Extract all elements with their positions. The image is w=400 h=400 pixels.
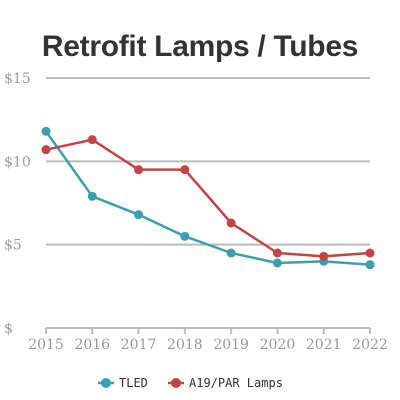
x-axis-tick-labels: 2015 2016 2017 2018 2019 2020 2021 2022 [28, 337, 388, 353]
data-point [87, 191, 97, 201]
y-tick-label: $10 [4, 154, 31, 170]
x-tick-label: 2021 [306, 337, 342, 353]
legend: TLED A19/PAR Lamps [98, 376, 283, 390]
series-points [41, 126, 375, 270]
x-tick-label: 2016 [74, 337, 110, 353]
x-tick-label: 2017 [121, 337, 157, 353]
y-axis-tick-labels: $ $5 $10 $15 [4, 71, 31, 337]
legend-marker [98, 378, 114, 388]
y-tick-label: $15 [4, 71, 31, 87]
data-point [180, 165, 190, 175]
legend-label[interactable]: A19/PAR Lamps [189, 376, 283, 390]
legend-marker [168, 378, 184, 388]
data-point [87, 135, 97, 145]
x-tick-label: 2019 [213, 337, 249, 353]
series-lines [44, 130, 371, 266]
data-point [365, 248, 375, 258]
data-point [226, 248, 236, 258]
data-point [180, 231, 190, 241]
data-point [41, 145, 51, 155]
series-line-0 [44, 130, 371, 266]
legend-label[interactable]: TLED [119, 376, 148, 390]
chart-title: Retrofit Lamps / Tubes [41, 30, 359, 63]
x-tick-label: 2015 [28, 337, 64, 353]
x-tick-label: 2018 [167, 337, 203, 353]
data-point [134, 165, 144, 175]
y-tick-label: $5 [4, 238, 22, 254]
data-point [272, 248, 282, 258]
x-tick-label: 2020 [260, 337, 296, 353]
data-point [365, 260, 375, 270]
y-tick-label: $ [4, 321, 13, 337]
data-point [134, 210, 144, 220]
x-tick-label: 2022 [352, 337, 388, 353]
data-point [319, 251, 329, 261]
data-point [41, 126, 51, 136]
series-line-1 [45, 138, 371, 258]
grid-lines [45, 77, 371, 334]
data-point [272, 258, 282, 268]
data-point [226, 218, 236, 228]
